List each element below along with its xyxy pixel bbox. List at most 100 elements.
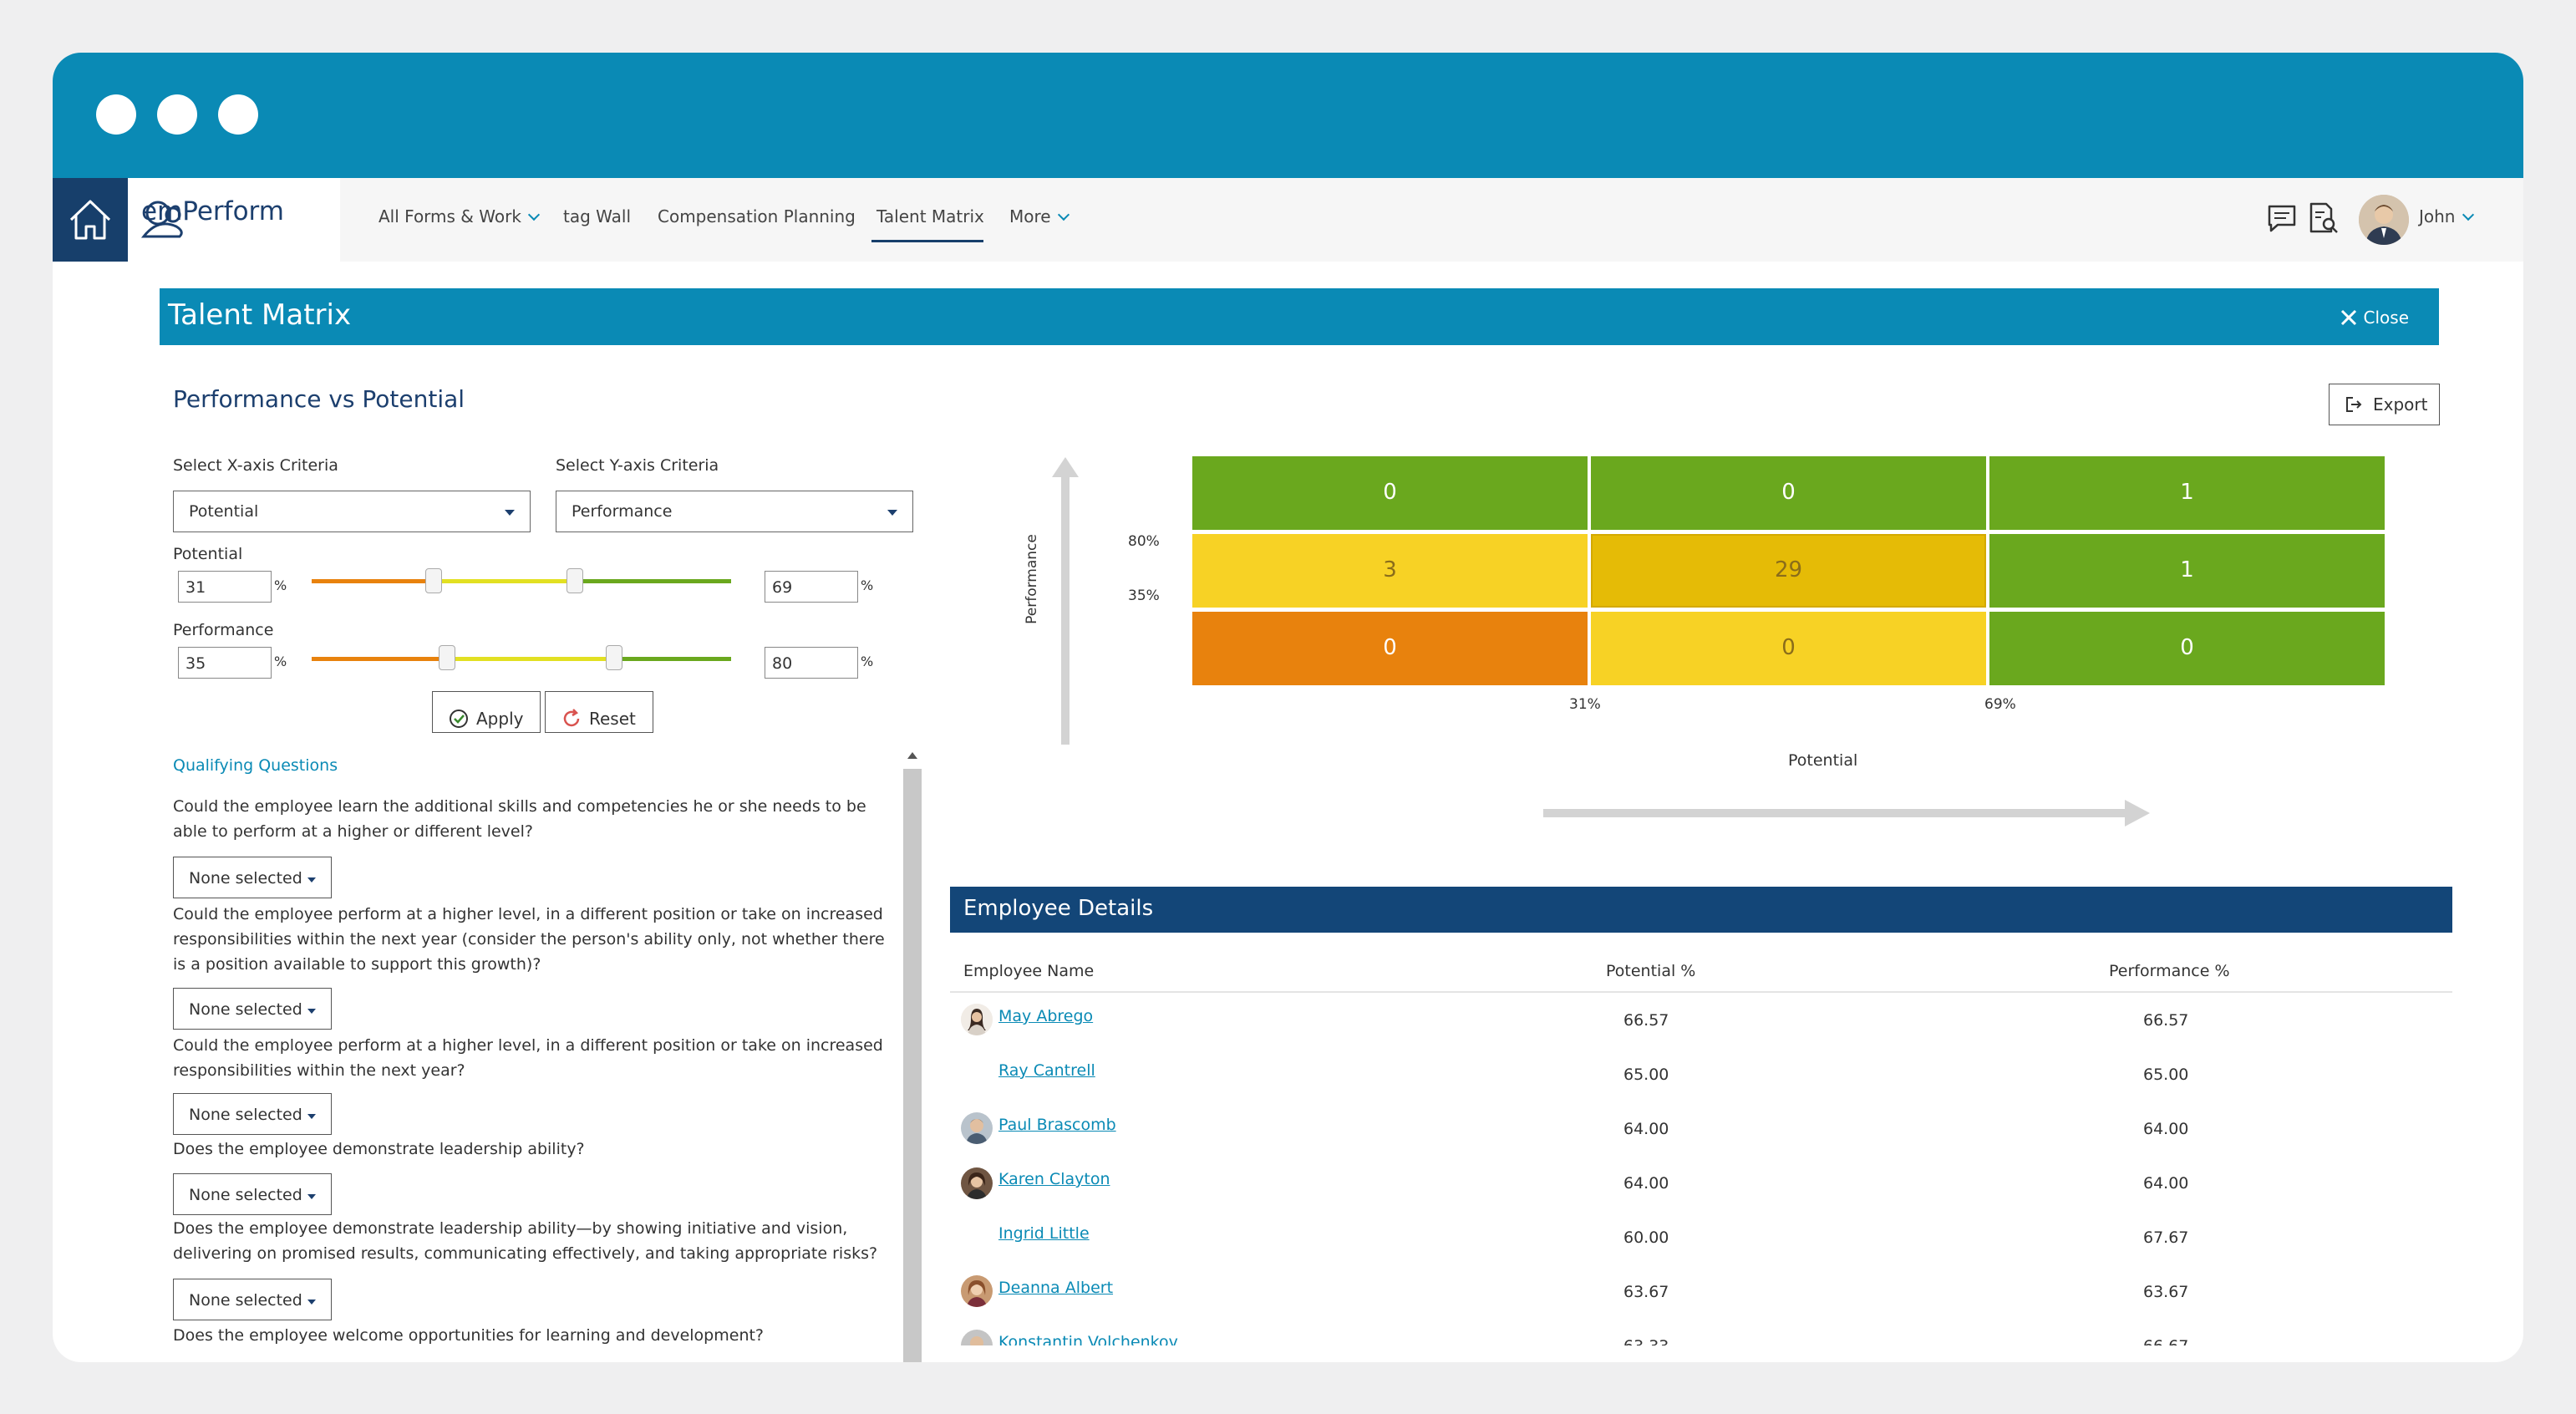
- performance-label: Performance: [173, 621, 274, 639]
- nav-item-compensation-planning[interactable]: Compensation Planning: [658, 206, 856, 226]
- performance-value: 65.00: [2143, 1066, 2189, 1084]
- y-axis-criteria-select[interactable]: Performance: [556, 491, 913, 532]
- employee-name-link[interactable]: Karen Clayton: [998, 1170, 1110, 1188]
- y-tick-label: 80%: [1128, 533, 1160, 550]
- avatar: [961, 1275, 993, 1307]
- employee-name-link[interactable]: Konstantin Volchenkov: [998, 1333, 1178, 1345]
- section-title: Performance vs Potential: [173, 385, 465, 413]
- column-header-performance[interactable]: Performance %: [2109, 962, 2230, 980]
- potential-slider-low-handle[interactable]: [425, 568, 442, 593]
- caret-down-icon: [505, 510, 515, 516]
- potential-slider-low-track[interactable]: [312, 579, 439, 583]
- avatar: [961, 1330, 993, 1345]
- questions-scrollbar[interactable]: [902, 744, 923, 1362]
- qualifying-answer-dropdown[interactable]: None selected: [173, 988, 332, 1030]
- qualifying-question: Could the employee learn the additional …: [173, 797, 866, 841]
- matrix-cell[interactable]: 0: [1192, 612, 1588, 685]
- chevron-down-icon: [1057, 208, 1070, 221]
- performance-value: 63.67: [2143, 1283, 2189, 1301]
- caret-down-icon: [307, 1114, 316, 1119]
- matrix-cell[interactable]: 3: [1192, 534, 1588, 608]
- nav-item-all-forms[interactable]: All Forms & Work: [379, 206, 540, 226]
- potential-slider-high-track[interactable]: [581, 579, 731, 583]
- potential-slider-high-handle[interactable]: [567, 568, 583, 593]
- potential-slider-mid-track[interactable]: [439, 579, 581, 583]
- caret-down-icon: [307, 1300, 316, 1305]
- qualifying-answer-dropdown[interactable]: None selected: [173, 1093, 332, 1135]
- y-axis-criteria-label: Select Y-axis Criteria: [556, 456, 719, 475]
- performance-low-input[interactable]: 35: [178, 647, 272, 679]
- window-dot[interactable]: [96, 94, 136, 135]
- matrix-cell[interactable]: 0: [1591, 456, 1986, 530]
- matrix-cell[interactable]: 0: [1591, 612, 1986, 685]
- user-menu[interactable]: John: [2419, 206, 2474, 226]
- column-header-potential[interactable]: Potential %: [1606, 962, 1696, 980]
- potential-low-input[interactable]: 31: [178, 571, 272, 603]
- qualifying-question: Could the employee perform at a higher l…: [173, 905, 885, 974]
- performance-slider-low-track[interactable]: [312, 657, 452, 661]
- employee-name-link[interactable]: Paul Brascomb: [998, 1116, 1116, 1134]
- performance-slider-high-track[interactable]: [619, 657, 731, 661]
- matrix-cell[interactable]: 29: [1591, 534, 1986, 608]
- qualifying-question: Does the employee demonstrate leadership…: [173, 1219, 878, 1263]
- matrix-cell-count: 29: [1774, 557, 1803, 582]
- qualifying-answer-dropdown[interactable]: None selected: [173, 857, 332, 898]
- scroll-up-arrow-icon[interactable]: [907, 752, 917, 759]
- export-icon: [2346, 397, 2362, 412]
- apply-label: Apply: [476, 709, 524, 729]
- scrollbar-thumb[interactable]: [903, 769, 922, 1362]
- y-axis-label: Performance: [1023, 534, 1040, 624]
- qualifying-answer-dropdown[interactable]: None selected: [173, 1279, 332, 1320]
- qualifying-question: Could the employee perform at a higher l…: [173, 1036, 883, 1080]
- performance-value: 64.00: [2143, 1120, 2189, 1138]
- matrix-cell[interactable]: 0: [1192, 456, 1588, 530]
- qualifying-questions-title: Qualifying Questions: [173, 756, 338, 775]
- potential-value: 65.00: [1623, 1066, 1669, 1084]
- chat-icon[interactable]: [2266, 203, 2298, 233]
- close-button[interactable]: Close: [2340, 307, 2409, 328]
- matrix-cell-count: 1: [2180, 480, 2194, 505]
- matrix-cell[interactable]: 0: [1989, 612, 2385, 685]
- caret-down-icon: [887, 510, 897, 516]
- dropdown-value: None selected: [189, 1000, 302, 1019]
- matrix-cell-count: 1: [2180, 557, 2194, 582]
- close-icon: [2340, 309, 2356, 326]
- home-button[interactable]: [53, 178, 128, 262]
- matrix-cell[interactable]: 1: [1989, 456, 2385, 530]
- performance-slider-high-handle[interactable]: [606, 645, 622, 670]
- avatar-image: [2359, 195, 2409, 245]
- employee-name-link[interactable]: May Abrego: [998, 1007, 1094, 1025]
- nav-item-more[interactable]: More: [1009, 206, 1070, 226]
- employee-name-link[interactable]: Ingrid Little: [998, 1224, 1090, 1243]
- user-name: John: [2419, 206, 2456, 226]
- x-axis-arrow: [1543, 800, 2150, 827]
- x-axis-label: Potential: [1788, 751, 1858, 770]
- document-search-icon[interactable]: [2306, 201, 2340, 235]
- employee-name-link[interactable]: Ray Cantrell: [998, 1061, 1095, 1080]
- employee-details-title: Employee Details: [963, 896, 1154, 921]
- qualifying-answer-dropdown[interactable]: None selected: [173, 1173, 332, 1215]
- caret-down-icon: [307, 877, 316, 882]
- potential-high-input[interactable]: 69: [765, 571, 858, 603]
- dropdown-value: None selected: [189, 1106, 302, 1124]
- window-dot[interactable]: [218, 94, 258, 135]
- export-button[interactable]: Export: [2329, 384, 2440, 425]
- potential-value: 64.00: [1623, 1174, 1669, 1193]
- refresh-icon: [563, 709, 580, 727]
- percent-sign: %: [274, 577, 287, 593]
- performance-slider-mid-track[interactable]: [452, 657, 619, 661]
- apply-button[interactable]: Apply: [432, 691, 541, 733]
- window-dot[interactable]: [157, 94, 197, 135]
- employee-name-link[interactable]: Deanna Albert: [998, 1279, 1114, 1297]
- nav-item-tag-wall[interactable]: tag Wall: [563, 206, 631, 226]
- user-avatar[interactable]: [2359, 195, 2409, 245]
- nav-item-talent-matrix[interactable]: Talent Matrix: [876, 206, 984, 226]
- x-axis-criteria-select[interactable]: Potential: [173, 491, 531, 532]
- performance-slider-low-handle[interactable]: [439, 645, 455, 670]
- matrix-cell[interactable]: 1: [1989, 534, 2385, 608]
- chevron-down-icon: [527, 208, 540, 221]
- matrix-cell-count: 3: [1383, 557, 1397, 582]
- column-header-employee-name[interactable]: Employee Name: [963, 962, 1095, 980]
- reset-button[interactable]: Reset: [545, 691, 653, 733]
- performance-high-input[interactable]: 80: [765, 647, 858, 679]
